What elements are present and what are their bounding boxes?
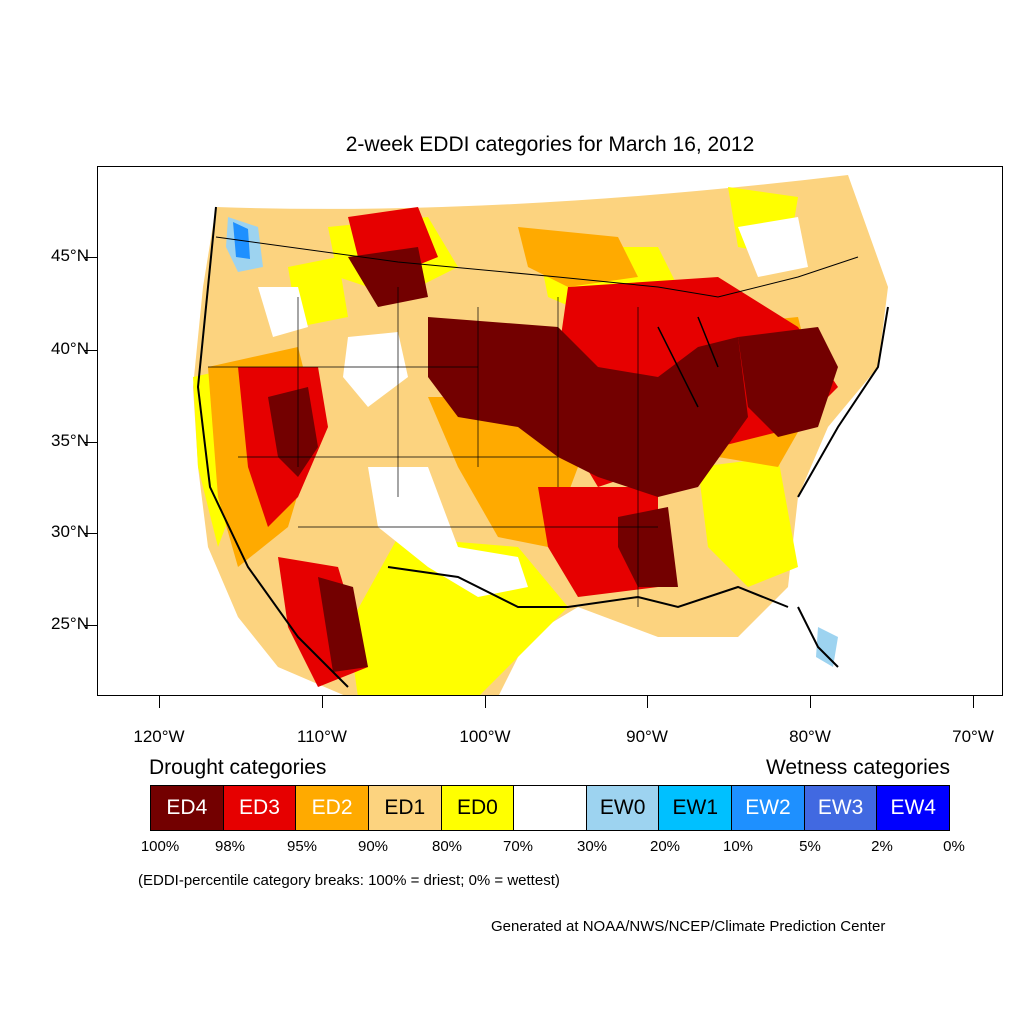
legend-label-ed0: ED0	[456, 796, 498, 819]
legend-swatch-ew4: EW4	[877, 786, 950, 830]
legend-label-ew0: EW0	[599, 796, 646, 819]
percentile-break: 90%	[357, 838, 389, 855]
legend-swatch-ed0: ED0	[441, 786, 515, 830]
lon-tick	[485, 696, 486, 708]
legend-swatch-ew3: EW3	[804, 786, 878, 830]
lon-label-120w: 120°W	[133, 727, 185, 746]
legend-swatch-ew0: EW0	[586, 786, 660, 830]
percentile-break: 30%	[576, 838, 608, 855]
legend-swatch-ed2: ED2	[296, 786, 369, 830]
lon-label-100w: 100°W	[459, 727, 511, 746]
lon-label-80w: 80°W	[789, 727, 831, 746]
wetness-categories-heading: Wetness categories	[765, 756, 950, 779]
legend-label-ew3: EW3	[817, 796, 864, 819]
percentile-break: 5%	[799, 838, 821, 855]
legend-label-ew2: EW2	[745, 796, 791, 819]
percentile-break: 80%	[431, 838, 463, 855]
legend-label-ed2: ED2	[311, 796, 353, 819]
legend-swatch-ed4: ED4	[151, 786, 224, 830]
lat-label-35n: 35°N	[51, 431, 89, 450]
legend-label-ed1: ED1	[384, 796, 426, 819]
legend-label-ed3: ED3	[239, 796, 280, 819]
percentile-break: 2%	[871, 838, 893, 855]
percentile-break: 0%	[943, 838, 965, 855]
drought-categories-heading: Drought categories	[149, 756, 327, 779]
lat-label-45n: 45°N	[51, 246, 89, 265]
percentile-break: 10%	[722, 838, 754, 855]
percentile-break: 70%	[502, 838, 534, 855]
legend-label-ew4: EW4	[890, 796, 936, 819]
legend-swatch-ed3: ED3	[223, 786, 297, 830]
lat-tick	[84, 625, 97, 626]
lon-tick	[973, 696, 974, 708]
percentile-break: 95%	[286, 838, 318, 855]
legend-swatch-ew2: EW2	[732, 786, 805, 830]
lon-tick	[322, 696, 323, 708]
legend-label-ew1: EW1	[672, 796, 719, 819]
lon-label-90w: 90°W	[626, 727, 668, 746]
legend-label-ed4: ED4	[166, 796, 208, 819]
lon-label-70w: 70°W	[952, 727, 994, 746]
percentile-break: 20%	[649, 838, 681, 855]
credit-line: Generated at NOAA/NWS/NCEP/Climate Predi…	[491, 918, 886, 935]
lat-tick	[84, 350, 97, 351]
lat-tick	[84, 442, 97, 443]
lon-label-110w: 110°W	[297, 727, 347, 746]
lat-label-30n: 30°N	[51, 522, 89, 541]
lat-tick	[84, 257, 97, 258]
map-title: 2-week EDDI categories for March 16, 201…	[345, 133, 755, 156]
lon-tick	[810, 696, 811, 708]
eddi-map	[97, 166, 1003, 696]
percentile-note: (EDDI-percentile category breaks: 100% =…	[138, 872, 560, 889]
legend-swatch-ed1: ED1	[368, 786, 442, 830]
lat-label-25n: 25°N	[51, 614, 89, 633]
lon-tick	[647, 696, 648, 708]
percentile-break: 98%	[214, 838, 246, 855]
lon-tick	[159, 696, 160, 708]
legend-swatch-neutral	[514, 786, 587, 830]
lat-tick	[84, 533, 97, 534]
legend-swatch-ew1: EW1	[659, 786, 733, 830]
lat-label-40n: 40°N	[51, 339, 89, 358]
percentile-break: 100%	[140, 838, 180, 855]
category-legend: ED4 ED3 ED2 ED1 ED0 EW0 EW1 EW2 EW3 EW4	[150, 785, 950, 831]
